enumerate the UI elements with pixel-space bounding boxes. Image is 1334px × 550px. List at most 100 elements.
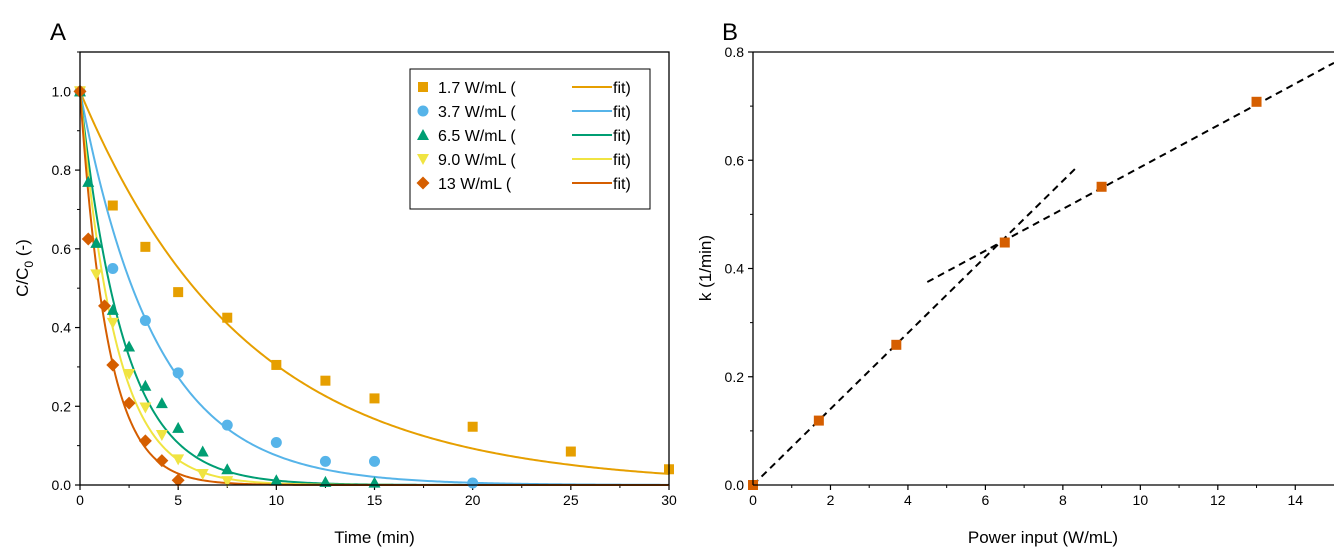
panel-a-y-tick-label: 0.2: [52, 398, 72, 414]
legend-fit-label-series-5: fit): [613, 176, 631, 193]
rate-constant-point: [999, 237, 1010, 248]
legend-marker-series-3: [417, 129, 429, 140]
legend-label-series-4: 9.0 W/mL (: [438, 152, 516, 169]
trend-line-1: [752, 164, 1080, 486]
rate-constant-point: [1251, 96, 1262, 107]
data-point-series-5: [98, 299, 112, 313]
panel-b-label: B: [722, 19, 738, 46]
data-point-series-3: [270, 474, 283, 486]
data-point-series-5: [122, 396, 136, 410]
panel-b-y-axis-title: k (1/min): [696, 235, 715, 301]
panel-a-y-tick-label: 1.0: [52, 83, 72, 99]
data-point-series-2: [369, 455, 380, 467]
panel-a: A 0 5 10 15 20 25 30 0.0 0.2 0.4 0.6 0.8 1.0 Time (m…: [13, 19, 677, 547]
panel-a-x-tick-label: 20: [465, 492, 481, 508]
data-point-series-3: [221, 463, 234, 475]
panel-a-ticks: 0 5 10 15 20 25 30 0.0 0.2 0.4 0.6 0.8 1.0: [52, 51, 677, 508]
legend-label-series-3: 6.5 W/mL (: [438, 128, 516, 145]
panel-b-y-tick-label: 0.4: [725, 261, 745, 277]
data-point-series-3: [123, 340, 136, 352]
trend-line-2: [926, 61, 1334, 283]
legend-fit-label-series-3: fit): [613, 128, 631, 145]
panel-b-x-tick-label: 6: [982, 492, 990, 508]
panel-a-y-axis-title-subscript: 0: [22, 261, 36, 268]
panel-a-y-tick-label: 0.8: [52, 162, 72, 178]
panel-b-y-tick-label: 0.6: [725, 152, 745, 168]
panel-b-x-tick-label: 14: [1287, 492, 1303, 508]
panel-b-x-tick-label: 12: [1210, 492, 1226, 508]
data-point-series-4: [172, 454, 185, 466]
panel-a-y-axis-title-unit: (-): [13, 239, 32, 261]
panel-a-y-tick-label: 0.0: [52, 477, 72, 493]
panel-a-label: A: [50, 19, 66, 46]
panel-a-data-points: [73, 84, 674, 489]
data-point-series-1: [173, 287, 184, 298]
panel-b-x-tick-label: 0: [749, 492, 757, 508]
legend-fit-label-series-2: fit): [613, 104, 631, 121]
panel-a-x-tick-label: 15: [367, 492, 383, 508]
data-point-series-2: [319, 455, 331, 467]
data-point-series-4: [123, 368, 136, 380]
panel-a-y-tick-label: 0.4: [52, 320, 72, 336]
panel-a-x-tick-label: 25: [563, 492, 579, 508]
data-point-series-3: [82, 175, 95, 187]
panel-b-x-tick-label: 2: [827, 492, 835, 508]
panel-b-x-axis-title: Power input (W/mL): [968, 528, 1118, 547]
data-point-series-5: [171, 473, 185, 487]
legend-marker-series-1: [418, 82, 428, 92]
rate-constant-point: [891, 339, 902, 350]
panel-a-x-axis-title: Time (min): [334, 528, 415, 547]
data-point-series-4: [155, 430, 168, 442]
data-point-series-2: [221, 419, 233, 431]
rate-constant-point: [1096, 181, 1107, 192]
data-point-series-3: [139, 379, 152, 391]
rate-constant-point: [813, 415, 824, 426]
legend-label-series-1: 1.7 W/mL (: [438, 80, 516, 97]
data-point-series-2: [467, 477, 479, 489]
data-point-series-3: [196, 445, 209, 457]
data-point-series-1: [140, 241, 151, 252]
panel-a-legend: 1.7 W/mL ( fit) 3.7 W/mL ( fit) 6.5 W/mL ( fi…: [409, 68, 651, 210]
panel-a-x-tick-label: 10: [269, 492, 285, 508]
panel-b-x-tick-label: 8: [1059, 492, 1067, 508]
data-point-series-1: [467, 421, 478, 432]
data-point-series-4: [139, 402, 152, 414]
legend-label-series-2: 3.7 W/mL (: [438, 104, 516, 121]
panel-b-x-tick-label: 4: [904, 492, 912, 508]
fit-curve-series-1: [79, 90, 670, 475]
legend-fit-label-series-4: fit): [613, 152, 631, 169]
legend-marker-series-4: [417, 154, 429, 165]
legend-marker-series-5: [416, 176, 430, 190]
panel-a-x-tick-label: 5: [174, 492, 182, 508]
data-point-series-5: [155, 454, 169, 468]
panel-b-y-tick-label: 0.0: [725, 477, 745, 493]
data-point-series-4: [90, 269, 103, 281]
data-point-series-2: [172, 367, 184, 379]
data-point-series-3: [106, 303, 119, 315]
panel-a-x-tick-label: 30: [661, 492, 677, 508]
panel-b-y-tick-label: 0.2: [725, 369, 745, 385]
data-point-series-1: [369, 393, 380, 404]
panel-b-trend-lines: [752, 61, 1334, 486]
data-point-series-1: [107, 200, 118, 211]
legend-marker-series-2: [417, 105, 429, 117]
data-point-series-4: [196, 468, 209, 480]
data-point-series-1: [222, 312, 233, 323]
data-point-series-3: [90, 236, 103, 248]
panel-a-y-axis-title-main: C/C: [13, 268, 32, 297]
data-point-series-5: [138, 434, 152, 448]
panel-a-frame: [79, 51, 670, 486]
data-point-series-3: [319, 475, 332, 487]
legend-label-series-5: 13 W/mL (: [438, 176, 512, 193]
data-point-series-2: [139, 314, 151, 326]
data-point-series-2: [270, 436, 282, 448]
panel-b: B 0 2 4 6 8 10 12 14 0.0 0.2 0.4 0.6 0.8 Power input…: [696, 19, 1334, 547]
data-point-series-2: [107, 263, 119, 274]
data-point-series-4: [106, 317, 119, 329]
panel-a-y-tick-label: 0.6: [52, 241, 72, 257]
panel-b-x-tick-label: 10: [1133, 492, 1149, 508]
data-point-series-5: [81, 232, 95, 246]
legend-fit-label-series-1: fit): [613, 80, 631, 97]
data-point-series-1: [565, 446, 576, 457]
